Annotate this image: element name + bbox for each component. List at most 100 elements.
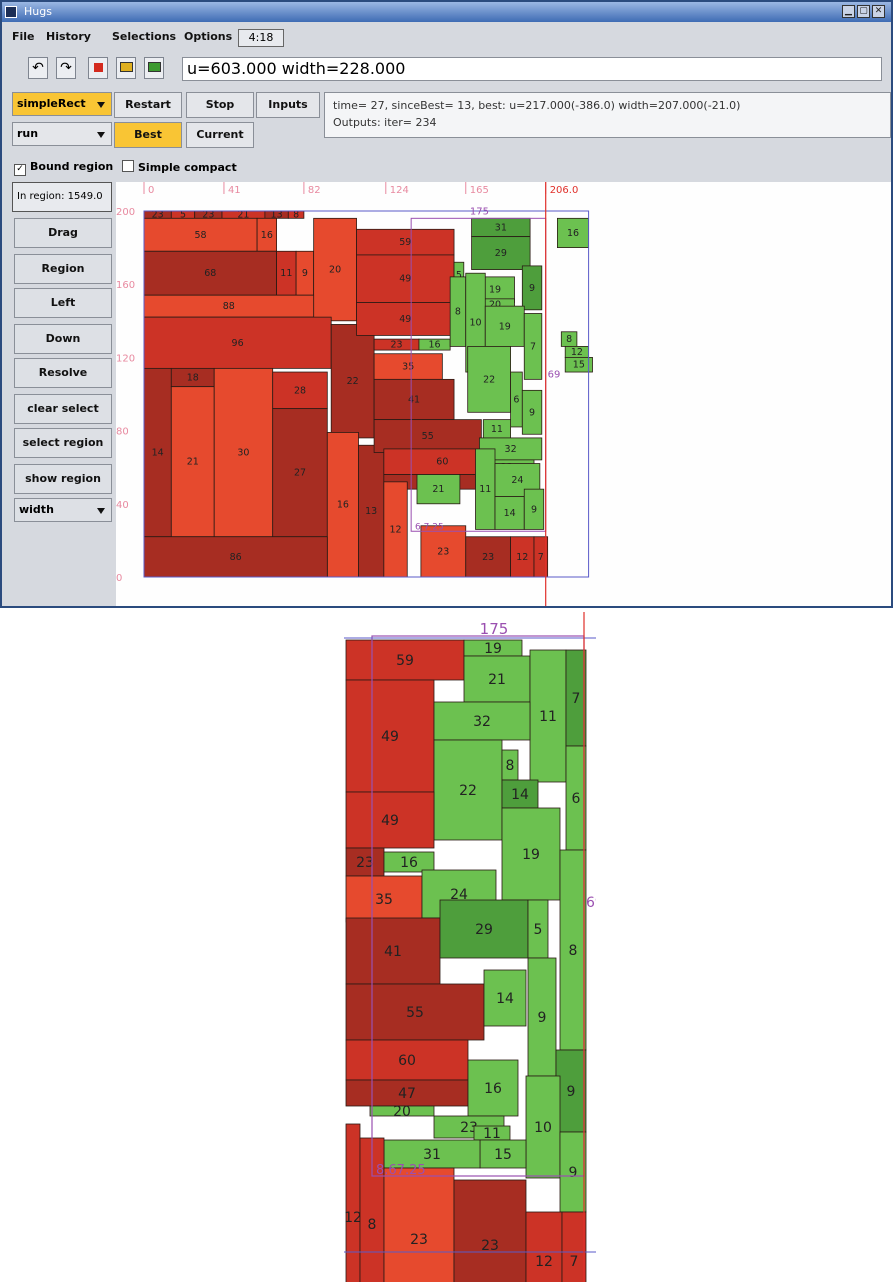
window-controls: ▁ ▢ ✕ <box>842 5 885 18</box>
rect-label: 22 <box>347 376 359 387</box>
select-region-button[interactable]: select region <box>14 428 112 458</box>
rect-label: 12 <box>516 552 528 563</box>
zoom-rect-label: 32 <box>473 714 491 730</box>
simple-compact-checkbox[interactable]: Simple compact <box>122 160 237 174</box>
rect-label: 13 <box>365 506 377 517</box>
zoom-rect-label: 9 <box>538 1010 547 1026</box>
menu-history[interactable]: History <box>46 30 91 43</box>
x-tick-label: 124 <box>390 185 409 196</box>
stop-icon[interactable] <box>88 57 108 79</box>
zoom-rect <box>383 1167 455 1282</box>
rect-label: 8 <box>566 334 572 345</box>
zoom-rect <box>345 679 435 793</box>
zoom-rect-label: 31 <box>423 1147 441 1163</box>
rect-label: 20 <box>489 299 501 310</box>
rect-label: 9 <box>302 268 308 279</box>
outputs-line: Outputs: iter= 234 <box>333 116 437 129</box>
menu-options[interactable]: Options <box>184 30 233 43</box>
rect-label: 8 <box>455 307 461 318</box>
mode-select[interactable]: run <box>12 122 112 146</box>
camera-green-icon[interactable] <box>144 57 164 79</box>
simple-compact-label: Simple compact <box>138 161 237 174</box>
rect-label: 29 <box>495 248 507 259</box>
packed-rect <box>213 367 274 538</box>
zoom-rect <box>345 983 485 1041</box>
packed-rect <box>523 488 545 530</box>
left-button[interactable]: Left <box>14 288 112 318</box>
zoom-side-label: 69 <box>586 895 596 911</box>
menu-file[interactable]: File <box>12 30 35 43</box>
packed-rect <box>471 236 531 270</box>
packing-canvas[interactable]: 0 41 82 124 165 206.0 200 160 120 80 40 0 23 5 23 21 13 8… <box>116 182 891 606</box>
rect-label: 55 <box>422 431 434 442</box>
rect-label: 19 <box>499 321 511 332</box>
rect-label: 21 <box>237 210 249 221</box>
zoom-rect-label: 12 <box>535 1254 553 1270</box>
packed-rect <box>416 474 461 505</box>
resolve-button[interactable]: Resolve <box>14 358 112 388</box>
y-tick-label: 200 <box>116 207 135 218</box>
rect-label: 41 <box>408 394 420 405</box>
x-tick-label: 165 <box>470 185 489 196</box>
zoom-rect-label: 35 <box>375 892 393 908</box>
window-title: Hugs <box>24 5 52 18</box>
zoom-rect-label: 20 <box>393 1104 411 1120</box>
zoom-rect-label: 24 <box>450 887 468 903</box>
show-region-button[interactable]: show region <box>14 464 112 494</box>
zoom-rect-label: 19 <box>522 847 540 863</box>
minimize-button[interactable]: ▁ <box>842 5 855 18</box>
maximize-button[interactable]: ▢ <box>857 5 870 18</box>
current-button[interactable]: Current <box>186 122 254 148</box>
zoom-rect-label: 9 <box>569 1165 578 1181</box>
clear-select-button[interactable]: clear select <box>14 394 112 424</box>
packed-rect <box>373 419 482 453</box>
rect-label: 19 <box>489 285 501 296</box>
rect-label: 20 <box>329 265 341 276</box>
inputs-button[interactable]: Inputs <box>256 92 320 118</box>
x-tick-label: 82 <box>308 185 321 196</box>
x-tick-label: 206.0 <box>550 185 579 196</box>
selection-top-label: 175 <box>470 206 489 217</box>
drag-button[interactable]: Drag <box>14 218 112 248</box>
objective-readout: u=603.000 width=228.000 <box>182 57 882 81</box>
zoom-rect-label: 59 <box>396 653 414 669</box>
restart-button[interactable]: Restart <box>114 92 182 118</box>
rect-label: 14 <box>152 448 164 459</box>
zoom-rect-label: 11 <box>483 1126 501 1142</box>
packed-rect <box>494 496 525 530</box>
rect-label: 23 <box>437 546 449 557</box>
rect-label: 24 <box>511 475 523 486</box>
zoom-rect-label: 41 <box>384 944 402 960</box>
status-line: time= 27, sinceBest= 13, best: u=217.000… <box>333 99 741 112</box>
camera-icon[interactable] <box>116 57 136 79</box>
bound-region-checkbox[interactable]: ✓ Bound region <box>14 160 113 176</box>
rect-label: 16 <box>567 228 579 239</box>
stop-button[interactable]: Stop <box>186 92 254 118</box>
zoom-rect <box>345 1039 469 1081</box>
packed-rect <box>521 265 543 311</box>
redo-icon[interactable]: ↷ <box>56 57 76 79</box>
zoom-rect-label: 21 <box>488 672 506 688</box>
zoom-rect <box>561 1211 587 1282</box>
down-button[interactable]: Down <box>14 324 112 354</box>
packed-rect <box>521 389 543 435</box>
window-menu-icon[interactable] <box>5 6 17 18</box>
region-button[interactable]: Region <box>14 254 112 284</box>
close-button[interactable]: ✕ <box>872 5 885 18</box>
chevron-down-icon <box>97 508 105 514</box>
rect-label: 49 <box>399 314 411 325</box>
best-button[interactable]: Best <box>114 122 182 148</box>
zoomed-view: 59 19 21 11 7 49 32 22 8 14 6 49 23 16 19 35 24 8 41 29 5 55 1… <box>344 612 596 1282</box>
menu-selections[interactable]: Selections <box>112 30 177 43</box>
zoom-bottom-label: 8.67.25 <box>376 1163 426 1178</box>
algorithm-select[interactable]: simpleRect <box>12 92 112 116</box>
rect-label: 12 <box>571 347 583 358</box>
rect-label: 32 <box>505 444 517 455</box>
undo-icon[interactable]: ↶ <box>28 57 48 79</box>
y-tick-label: 160 <box>116 280 135 291</box>
width-select[interactable]: width <box>14 498 112 522</box>
zoom-rect <box>559 1131 587 1213</box>
rect-label: 9 <box>529 407 535 418</box>
chevron-down-icon <box>97 102 105 108</box>
